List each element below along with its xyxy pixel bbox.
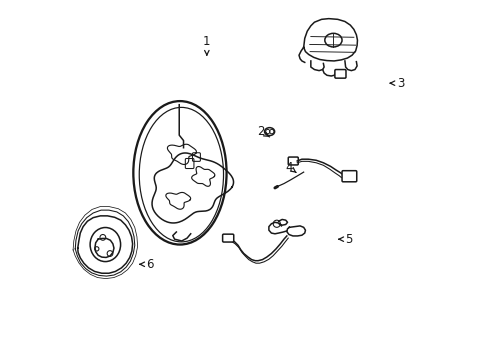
- Text: 1: 1: [203, 35, 210, 55]
- FancyBboxPatch shape: [287, 157, 298, 165]
- Text: 3: 3: [389, 77, 404, 90]
- Polygon shape: [303, 19, 357, 61]
- Ellipse shape: [139, 107, 223, 242]
- Text: 6: 6: [140, 258, 153, 271]
- FancyBboxPatch shape: [334, 69, 346, 78]
- Text: 2: 2: [256, 125, 269, 138]
- Polygon shape: [78, 216, 132, 273]
- Text: 5: 5: [338, 233, 351, 246]
- Polygon shape: [95, 238, 114, 257]
- Polygon shape: [286, 226, 305, 236]
- FancyBboxPatch shape: [222, 234, 233, 242]
- FancyBboxPatch shape: [341, 171, 356, 182]
- Text: 4: 4: [285, 161, 295, 174]
- Ellipse shape: [90, 228, 121, 262]
